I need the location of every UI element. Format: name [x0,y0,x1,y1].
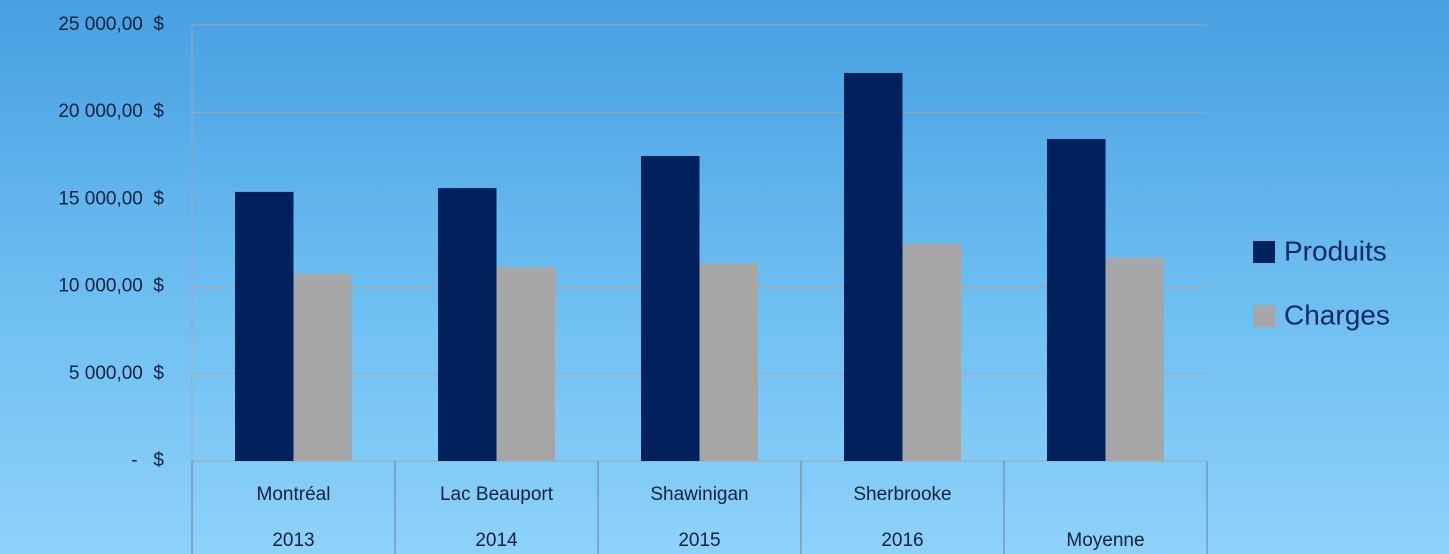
x-group-label: 2013 [272,530,314,551]
legend-swatch [1253,305,1275,327]
y-tick-label: - $ [131,450,164,471]
legend-label: Produits [1284,235,1387,266]
x-group-label: 2014 [475,530,518,551]
y-tick-label: 15 000,00 $ [58,188,164,209]
x-tick-label: Lac Beauport [440,484,554,505]
bar [1047,139,1106,461]
bar [844,72,903,462]
y-tick-label: 10 000,00 $ [58,276,164,297]
y-tick-label: 20 000,00 $ [58,101,164,122]
x-tick-label: Shawinigan [650,484,748,505]
y-tick-label: 5 000,00 $ [69,363,165,384]
x-tick-label: Montréal [257,484,331,505]
bar [641,155,700,461]
x-group-label: Moyenne [1066,530,1144,551]
bar [496,267,555,461]
y-tick-label: 25 000,00 $ [58,14,164,35]
bar [902,243,961,461]
bar [699,263,758,461]
legend-swatch [1253,241,1275,263]
bar [438,188,497,461]
bar [235,191,294,461]
legend-label: Charges [1284,299,1390,330]
bar [1105,257,1164,461]
bar [293,274,352,461]
x-tick-label: Sherbrooke [853,484,951,505]
x-group-label: 2015 [678,530,720,551]
x-group-label: 2016 [881,530,923,551]
